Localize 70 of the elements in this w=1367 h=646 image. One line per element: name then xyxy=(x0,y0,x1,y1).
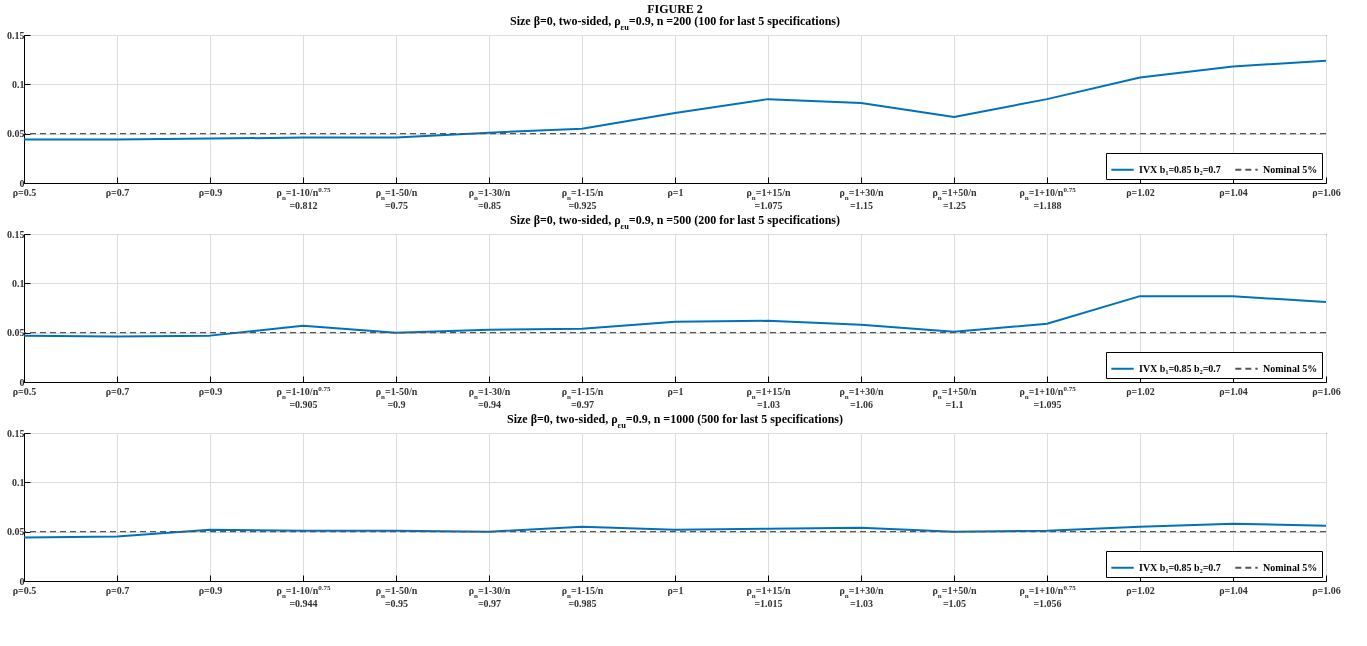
x-tick-label: ρ=1.04 xyxy=(1219,584,1248,596)
x-tick-label: ρ$_{n}$=1-15/n =0.97 xyxy=(561,385,604,410)
legend-label: IVX b₁=0.85 b₂=0.7 xyxy=(1139,561,1221,573)
legend-label: Nominal 5% xyxy=(1263,561,1318,573)
x-tick-label: ρ=0.9 xyxy=(198,385,223,397)
x-tick-label: ρ=1 xyxy=(667,186,684,198)
y-tick-label: 0.1 xyxy=(12,277,25,289)
y-tick-label: 0.1 xyxy=(12,78,25,90)
x-tick-label: ρ=1.04 xyxy=(1219,186,1248,198)
x-tick-label: ρ$_{n}$=1-30/n =0.94 xyxy=(468,385,511,410)
x-tick-label: ρ$_{n}$=1+15/n =1.03 xyxy=(746,385,791,410)
x-tick-label: ρ$_{n}$=1-15/n =0.985 xyxy=(561,584,604,609)
x-tick-label: ρ$_{n}$=1-50/n =0.9 xyxy=(375,385,418,410)
x-tick-label: ρ$_{n}$=1+10/n$^{0.75}$ =1.095 xyxy=(1019,384,1077,410)
chart-subtitle: Size β=0, two-sided, ρ$_{εu}$=0.9, n =200 (100 for last 5 specifications) xyxy=(510,14,840,32)
x-tick-label: ρ$_{n}$=1+15/n =1.075 xyxy=(746,186,791,211)
x-tick-label: ρ$_{n}$=1-15/n =0.925 xyxy=(561,186,604,211)
y-tick-label: 0.15 xyxy=(7,29,25,41)
legend-label: IVX b₁=0.85 b₂=0.7 xyxy=(1139,163,1221,175)
x-tick-label: ρ$_{n}$=1+10/n$^{0.75}$ =1.056 xyxy=(1019,583,1077,609)
x-tick-label: ρ$_{n}$=1-10/n$^{0.75}$ =0.812 xyxy=(276,185,331,211)
x-tick-label: ρ$_{n}$=1+50/n =1.05 xyxy=(932,584,977,609)
x-tick-label: ρ=1.06 xyxy=(1312,584,1341,596)
x-tick-label: ρ=1.02 xyxy=(1126,186,1155,198)
y-tick-label: 0 xyxy=(19,177,25,189)
y-tick-label: 0.05 xyxy=(7,327,25,339)
x-tick-label: ρ=1.06 xyxy=(1312,186,1341,198)
x-tick-label: ρ$_{n}$=1+30/n =1.03 xyxy=(839,584,884,609)
y-tick-label: 0.15 xyxy=(7,427,25,439)
legend-label: IVX b₁=0.85 b₂=0.7 xyxy=(1139,362,1221,374)
x-tick-label: ρ$_{n}$=1+10/n$^{0.75}$ =1.188 xyxy=(1019,185,1077,211)
x-tick-label: ρ=0.7 xyxy=(105,186,130,198)
x-tick-label: ρ=0.5 xyxy=(12,584,37,596)
x-tick-label: ρ$_{n}$=1+15/n =1.015 xyxy=(746,584,791,609)
line-series xyxy=(24,59,1326,141)
x-tick-label: ρ=1.02 xyxy=(1126,385,1155,397)
x-tick-label: ρ=0.9 xyxy=(198,584,223,596)
line-series xyxy=(24,522,1326,539)
chart-title: FIGURE 2 xyxy=(647,2,703,16)
chart-title: Size β=0, two-sided, ρ$_{εu}$=0.9, n =1000 (500 for last 5 specifications) xyxy=(507,412,843,430)
x-tick-label: ρ=0.5 xyxy=(12,186,37,198)
x-tick-label: ρ$_{n}$=1+30/n =1.15 xyxy=(839,186,884,211)
x-tick-label: ρ=1 xyxy=(667,385,684,397)
y-tick-label: 0.15 xyxy=(7,228,25,240)
x-tick-label: ρ$_{n}$=1-10/n$^{0.75}$ =0.905 xyxy=(276,384,331,410)
x-tick-label: ρ$_{n}$=1+50/n =1.25 xyxy=(932,186,977,211)
x-tick-label: ρ=1.04 xyxy=(1219,385,1248,397)
x-tick-label: ρ=0.5 xyxy=(12,385,37,397)
legend-label: Nominal 5% xyxy=(1263,163,1318,175)
x-tick-label: ρ$_{n}$=1-30/n =0.85 xyxy=(468,186,511,211)
line-series xyxy=(24,295,1326,338)
x-tick-label: ρ$_{n}$=1-30/n =0.97 xyxy=(468,584,511,609)
y-tick-label: 0.1 xyxy=(12,476,25,488)
x-tick-label: ρ=0.7 xyxy=(105,385,130,397)
x-tick-label: ρ=1.02 xyxy=(1126,584,1155,596)
chart-title: Size β=0, two-sided, ρ$_{εu}$=0.9, n =500 (200 for last 5 specifications) xyxy=(510,213,840,231)
y-tick-label: 0 xyxy=(19,575,25,587)
x-tick-label: ρ=1 xyxy=(667,584,684,596)
x-tick-label: ρ=0.9 xyxy=(198,186,223,198)
y-tick-label: 0.05 xyxy=(7,526,25,538)
legend-label: Nominal 5% xyxy=(1263,362,1318,374)
x-tick-label: ρ=0.7 xyxy=(105,584,130,596)
x-tick-label: ρ$_{n}$=1+50/n =1.1 xyxy=(932,385,977,410)
y-tick-label: 0.05 xyxy=(7,128,25,140)
x-tick-label: ρ$_{n}$=1-10/n$^{0.75}$ =0.944 xyxy=(276,583,331,609)
x-tick-label: ρ$_{n}$=1+30/n =1.06 xyxy=(839,385,884,410)
x-tick-label: ρ$_{n}$=1-50/n =0.95 xyxy=(375,584,418,609)
y-tick-label: 0 xyxy=(19,376,25,388)
x-tick-label: ρ$_{n}$=1-50/n =0.75 xyxy=(375,186,418,211)
x-tick-label: ρ=1.06 xyxy=(1312,385,1341,397)
